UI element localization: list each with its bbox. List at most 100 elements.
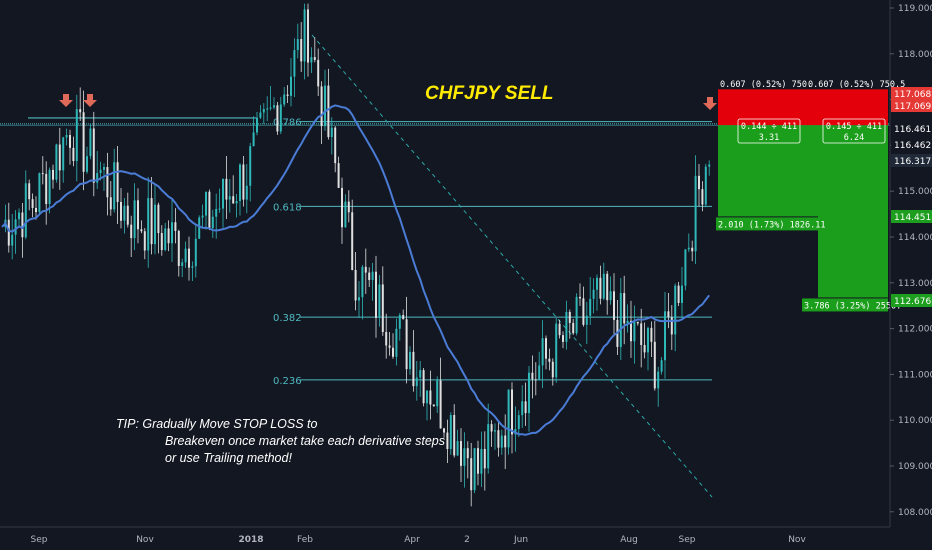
- candle-body: [273, 105, 275, 108]
- candle-body: [517, 415, 520, 430]
- candle-body: [640, 323, 643, 346]
- candle-body: [7, 219, 10, 246]
- candle-body: [429, 390, 432, 405]
- candle-body: [585, 315, 588, 325]
- candle-body: [38, 173, 41, 213]
- candle-body: [613, 291, 615, 320]
- candle-body: [28, 183, 31, 200]
- position-2-ratio-label: 0.145 ÷ 411: [826, 122, 882, 132]
- candle-body: [126, 205, 129, 225]
- candle-body: [143, 231, 146, 251]
- candle-body: [130, 224, 133, 239]
- y-tick-label: 112.000: [898, 325, 932, 335]
- fib-level-label: 0.786: [273, 118, 302, 129]
- candle-body: [402, 315, 405, 320]
- candle-body: [276, 105, 279, 132]
- candle-body: [351, 212, 354, 270]
- candle-body: [674, 285, 677, 335]
- candle-body: [256, 117, 258, 133]
- candle-body: [687, 247, 690, 250]
- candle-body: [11, 234, 14, 246]
- candle-body: [548, 358, 551, 362]
- x-tick-label: Nov: [136, 535, 154, 545]
- candle-body: [232, 196, 235, 204]
- candle-body: [75, 109, 78, 162]
- candle-body: [140, 229, 143, 232]
- candle-body: [643, 345, 646, 353]
- price-label-bg: [891, 138, 932, 151]
- position-1-ratio-box: [737, 118, 801, 144]
- candle-body: [582, 298, 585, 325]
- fibonacci-levels: 0.786 0.618 0.382 0.236: [0, 34, 890, 498]
- candle-body: [191, 266, 194, 268]
- candle-body: [69, 135, 71, 148]
- candle-body: [92, 128, 95, 183]
- candle-body: [344, 201, 347, 228]
- candle-body: [307, 9, 309, 63]
- candle-body: [310, 57, 313, 63]
- candle-body: [198, 217, 201, 239]
- price-label-bg: [891, 87, 932, 100]
- candle-body: [18, 212, 20, 220]
- candle-body: [41, 173, 44, 175]
- candle-body: [174, 222, 177, 231]
- candle-body: [473, 448, 476, 491]
- candle-body: [422, 370, 425, 404]
- candle-body: [412, 351, 415, 387]
- candle-body: [579, 296, 581, 299]
- position-1-target-label: 2.010 (1.73%) 1826.11: [718, 220, 825, 230]
- candle-body: [188, 248, 190, 268]
- candle-body: [698, 175, 700, 190]
- candle-body: [354, 269, 357, 301]
- candle-body: [534, 379, 537, 381]
- position-2-ratio-box: [822, 118, 886, 144]
- candle-body: [477, 448, 479, 474]
- candle-body: [120, 201, 122, 221]
- price-axis: 119.000118.000117.000116.000115.000114.0…: [889, 0, 932, 527]
- candle-body: [89, 128, 92, 157]
- y-tick-label: 119.000: [898, 4, 932, 14]
- x-tick-label: Sep: [679, 535, 696, 545]
- candle-body: [235, 201, 238, 204]
- candle-body: [296, 39, 299, 51]
- fib-level-label: 0.382: [273, 313, 302, 324]
- candle-body: [184, 248, 187, 263]
- candle-body: [470, 458, 473, 491]
- candle-body: [378, 284, 381, 318]
- candle-body: [157, 204, 160, 234]
- candle-body: [201, 215, 204, 218]
- candle-body: [636, 321, 639, 324]
- candle-body: [521, 401, 524, 416]
- candle-body: [45, 173, 48, 205]
- fib-level-label: 0.236: [273, 376, 302, 387]
- tip-line-2: Breakeven once market take each derivati…: [165, 434, 445, 448]
- candle-body: [664, 311, 666, 361]
- price-label-bg: [891, 99, 932, 112]
- price-label: 116.462: [894, 141, 931, 151]
- candle-body: [228, 196, 231, 200]
- candle-body: [320, 86, 323, 127]
- candle-body: [463, 448, 466, 466]
- candle-body: [154, 204, 156, 245]
- candle-body: [568, 311, 571, 323]
- x-tick-label: Aug: [620, 535, 638, 545]
- tip-line-3: or use Trailing method!: [165, 451, 292, 465]
- candle-body: [55, 144, 58, 180]
- candle-body: [630, 320, 632, 342]
- price-label-bg: [891, 154, 932, 167]
- candle-body: [194, 238, 197, 267]
- candle-body: [572, 322, 575, 334]
- candle-body: [555, 323, 558, 378]
- candle-body: [14, 219, 17, 235]
- candle-body: [565, 311, 568, 342]
- candle-body: [657, 371, 660, 389]
- y-tick-label: 108.000: [898, 508, 932, 518]
- candle-body: [483, 448, 486, 469]
- candle-body: [596, 277, 598, 290]
- candle-body: [330, 127, 333, 138]
- candle-body: [368, 272, 371, 281]
- candle-body: [436, 380, 439, 407]
- candle-body: [290, 76, 292, 96]
- candle-body: [392, 347, 394, 357]
